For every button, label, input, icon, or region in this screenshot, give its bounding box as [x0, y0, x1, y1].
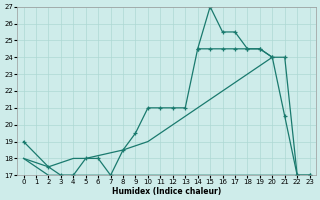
X-axis label: Humidex (Indice chaleur): Humidex (Indice chaleur): [112, 187, 221, 196]
